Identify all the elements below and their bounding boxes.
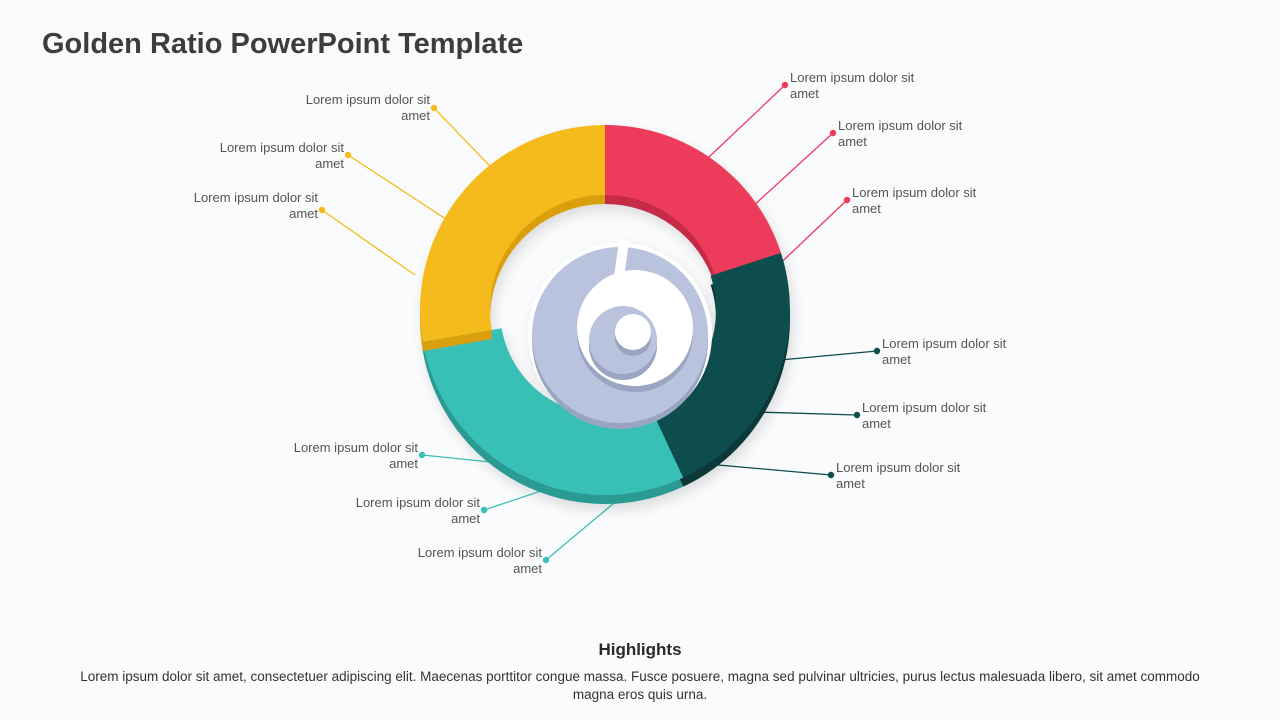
highlights-heading: Highlights xyxy=(598,640,681,660)
callout-dark_1: Lorem ipsum dolor sit amet xyxy=(882,336,1022,369)
callout-teal_2: Lorem ipsum dolor sit amet xyxy=(340,495,480,528)
callout-dark_3: Lorem ipsum dolor sit amet xyxy=(836,460,976,493)
callout-red_3: Lorem ipsum dolor sit amet xyxy=(852,185,992,218)
callout-yellow_1: Lorem ipsum dolor sit amet xyxy=(178,190,318,223)
callout-dark_2: Lorem ipsum dolor sit amet xyxy=(862,400,1002,433)
highlights-body: Lorem ipsum dolor sit amet, consectetuer… xyxy=(80,668,1200,704)
callout-teal_3: Lorem ipsum dolor sit amet xyxy=(402,545,542,578)
callout-yellow_2: Lorem ipsum dolor sit amet xyxy=(204,140,344,173)
callout-red_1: Lorem ipsum dolor sit amet xyxy=(790,70,930,103)
callout-yellow_3: Lorem ipsum dolor sit amet xyxy=(290,92,430,125)
callout-teal_1: Lorem ipsum dolor sit amet xyxy=(278,440,418,473)
golden-ratio-spiral xyxy=(0,0,1280,720)
callout-red_2: Lorem ipsum dolor sit amet xyxy=(838,118,978,151)
